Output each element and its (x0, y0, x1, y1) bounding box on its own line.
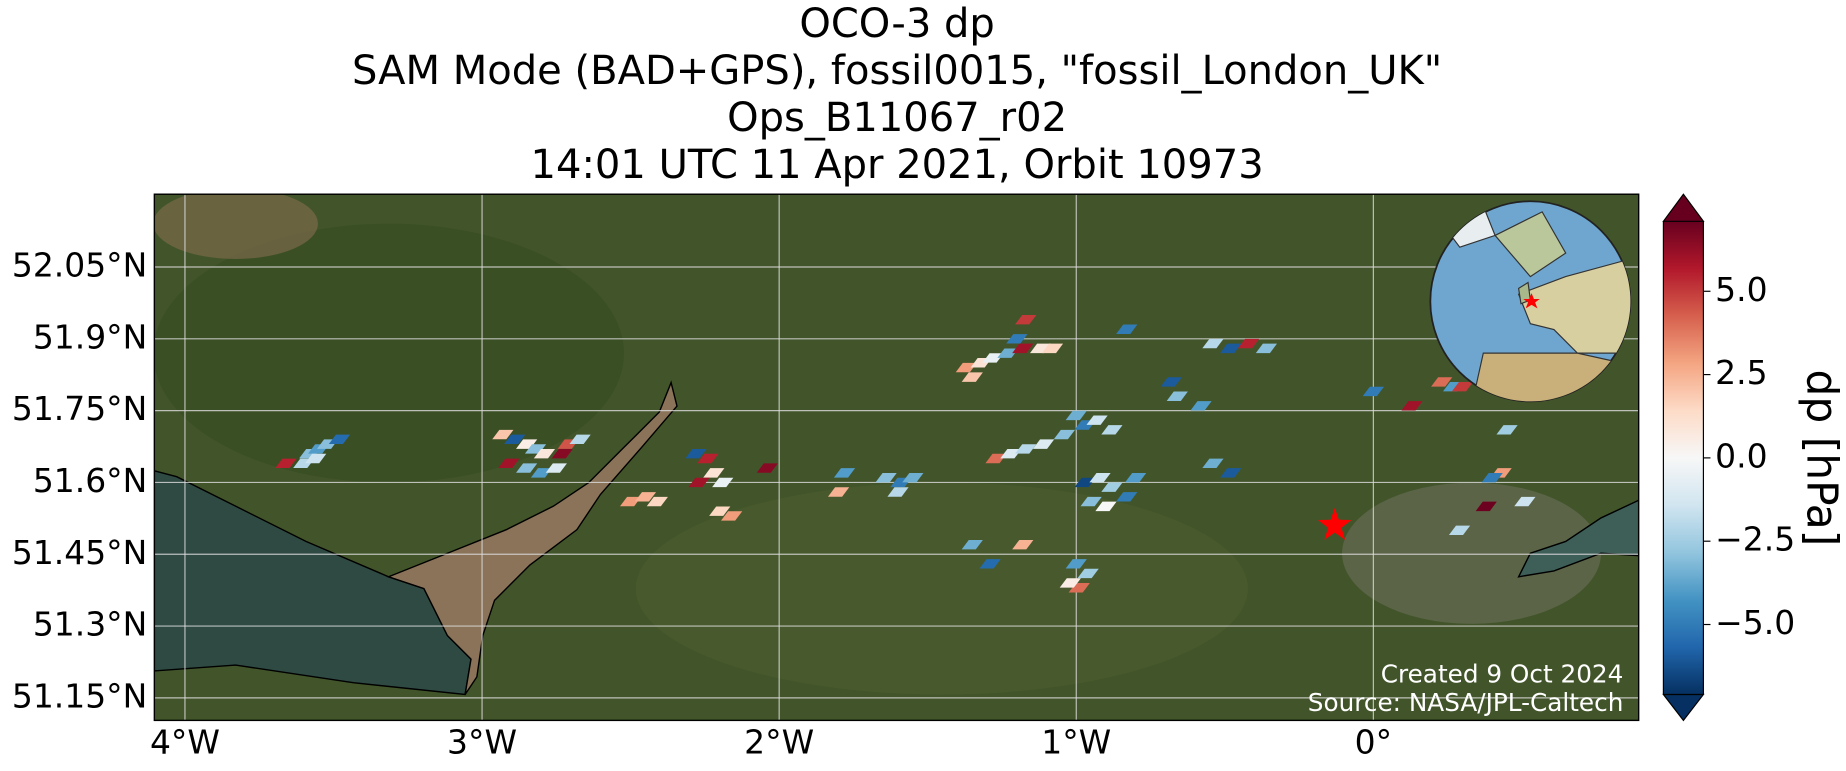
site-marker (1317, 507, 1352, 540)
land-patch (154, 223, 624, 483)
x-tick-label: 2°W (744, 722, 814, 761)
footprint (1015, 314, 1037, 325)
title-line: OCO-3 dp (799, 1, 994, 47)
footprint (1012, 343, 1034, 354)
estuary (386, 380, 678, 695)
footprint (1015, 444, 1037, 454)
footprint (504, 434, 526, 445)
footprint (979, 559, 1001, 569)
colorbar-tick-label: 2.5 (1715, 353, 1767, 392)
footprint (709, 506, 731, 516)
y-tick-label: 51.9°N (33, 317, 147, 356)
x-tick-label: 3°W (447, 722, 517, 761)
footprint (1053, 429, 1075, 440)
x-tick-label: 1°W (1041, 722, 1111, 761)
globe-site (1523, 293, 1540, 309)
footprint (887, 487, 909, 497)
colorbar-tick-label: −5.0 (1715, 603, 1795, 642)
footprint (1514, 496, 1536, 507)
footprint (1202, 338, 1224, 349)
title: OCO-3 dp SAM Mode (BAD+GPS), fossil0015,… (352, 1, 1442, 188)
annotation: Source: NASA/JPL-Caltech (1308, 688, 1624, 717)
footprint (1448, 525, 1471, 536)
footprint (902, 472, 924, 483)
footprints (275, 314, 1536, 593)
colorbar-label: dp [hPa] (1797, 370, 1846, 547)
y-tick-label: 51.45°N (12, 533, 147, 572)
y-tick-label: 51.75°N (12, 389, 147, 428)
land-patch (154, 194, 318, 259)
footprint (1080, 496, 1102, 507)
footprint (1496, 425, 1518, 435)
footprint (1255, 343, 1278, 354)
gridlines (154, 194, 1639, 721)
footprint (721, 511, 743, 521)
footprint (1032, 439, 1055, 449)
footprint (875, 472, 897, 483)
footprint (1220, 343, 1242, 354)
colorbar-tick-label: 0.0 (1715, 436, 1767, 475)
footprint (524, 444, 547, 454)
y-tick-label: 51.15°N (12, 676, 147, 715)
globe-land (1517, 258, 1631, 354)
y-tick-label: 52.05°N (12, 245, 147, 284)
colorbar-extend-min (1662, 693, 1705, 722)
footprint (1125, 472, 1147, 483)
y-tick-label: 51.6°N (33, 461, 147, 500)
title-line: 14:01 UTC 11 Apr 2021, Orbit 10973 (531, 142, 1264, 188)
footprint (1074, 477, 1096, 488)
footprint (1237, 338, 1260, 349)
footprint (1160, 377, 1182, 387)
globe-land (1494, 211, 1567, 278)
x-tick-label: 4°W (150, 722, 220, 761)
colorbar-body (1663, 221, 1704, 695)
footprint (1059, 578, 1081, 588)
footprint (634, 492, 657, 502)
footprint (1166, 391, 1188, 401)
footprint (985, 453, 1007, 464)
footprint (756, 463, 778, 473)
footprint (1041, 343, 1064, 354)
footprint (1089, 472, 1111, 483)
title-line: SAM Mode (BAD+GPS), fossil0015, "fossil_… (352, 48, 1442, 94)
footprint (1101, 425, 1123, 435)
footprint (982, 353, 1004, 363)
footprint (492, 429, 514, 440)
annotation: Created 9 Oct 2024 (1381, 660, 1624, 689)
footprint (997, 348, 1019, 358)
footprint (1475, 501, 1497, 512)
footprint (1190, 401, 1212, 411)
colorbar-tick-label: −2.5 (1715, 520, 1795, 559)
land-patch (635, 482, 1248, 695)
footprint (1431, 377, 1453, 387)
colorbar-extend-max (1662, 193, 1705, 222)
footprint (646, 496, 668, 507)
footprint (827, 487, 850, 497)
title-line: Ops_B11067_r02 (727, 95, 1067, 141)
urban-area (1342, 482, 1602, 624)
footprint (620, 496, 642, 507)
footprint (305, 453, 327, 464)
footprint (1202, 458, 1224, 468)
footprint (1101, 482, 1123, 492)
y-tick-label: 51.3°N (33, 605, 147, 644)
footprint (328, 434, 351, 445)
colorbar-tick-label: 5.0 (1715, 270, 1767, 309)
x-tick-label: 0° (1355, 722, 1392, 761)
colorbar: −5.0 −2.5 0.0 2.5 5.0 (1662, 193, 1795, 722)
basemap (154, 194, 1639, 721)
plot-frame (153, 193, 1640, 722)
footprint (697, 453, 719, 464)
